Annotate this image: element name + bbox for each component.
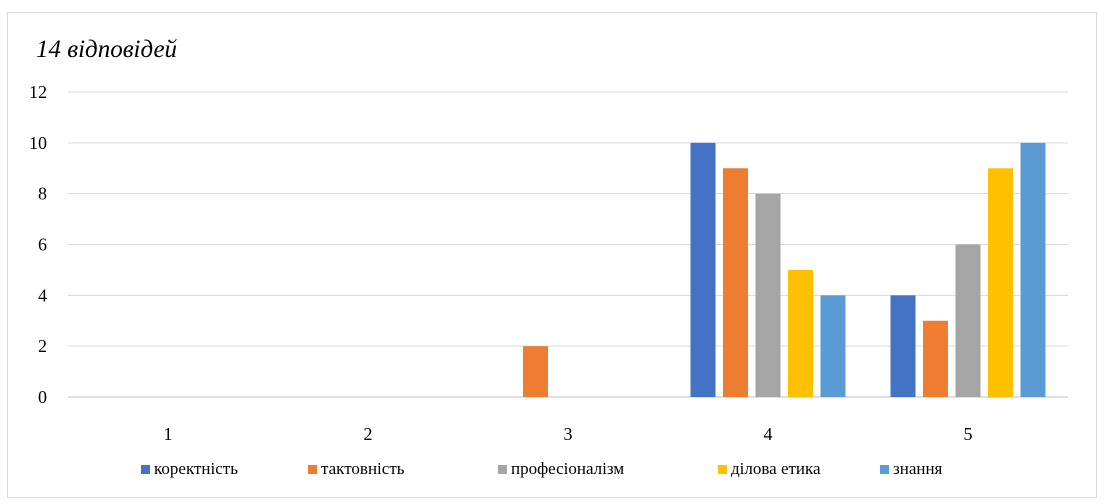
chart-frame <box>7 12 1097 498</box>
legend: коректність тактовність професіоналізм діло… <box>141 459 943 478</box>
legend-swatch <box>308 465 317 474</box>
x-axis-ticks: 1 2 3 4 5 <box>164 424 973 444</box>
bar <box>988 168 1013 397</box>
bar <box>755 193 781 397</box>
x-tick-label: 1 <box>164 424 173 444</box>
y-tick-label: 2 <box>38 336 47 356</box>
bar <box>923 320 948 397</box>
legend-swatch <box>718 465 727 474</box>
x-tick-label: 5 <box>964 424 973 444</box>
chart-title: 14 відповідей <box>36 36 178 63</box>
bar <box>723 168 748 397</box>
x-tick-label: 2 <box>364 424 373 444</box>
y-tick-label: 6 <box>38 235 47 255</box>
gridlines <box>68 91 1068 398</box>
y-axis-ticks: 0 2 4 6 8 10 12 <box>29 82 47 407</box>
bar <box>788 269 813 397</box>
legend-label: професіоналізм <box>511 459 624 478</box>
legend-swatch <box>498 465 507 474</box>
legend-swatch <box>141 465 150 474</box>
bar <box>690 142 716 397</box>
y-tick-label: 10 <box>29 133 47 153</box>
y-tick-label: 8 <box>38 184 47 204</box>
bar <box>955 244 981 397</box>
y-tick-label: 12 <box>29 82 47 102</box>
legend-label: коректність <box>154 459 238 478</box>
x-tick-label: 4 <box>764 424 773 444</box>
legend-label: знання <box>893 459 943 478</box>
bar <box>890 295 916 397</box>
y-tick-label: 0 <box>38 387 47 407</box>
bar <box>1020 142 1046 397</box>
y-tick-label: 4 <box>38 285 47 305</box>
x-tick-label: 3 <box>564 424 573 444</box>
legend-label: тактовність <box>321 459 405 478</box>
legend-swatch <box>880 465 889 474</box>
bar <box>820 295 846 397</box>
bars <box>523 142 1046 397</box>
bar <box>523 346 548 397</box>
legend-label: ділова етика <box>731 459 821 478</box>
